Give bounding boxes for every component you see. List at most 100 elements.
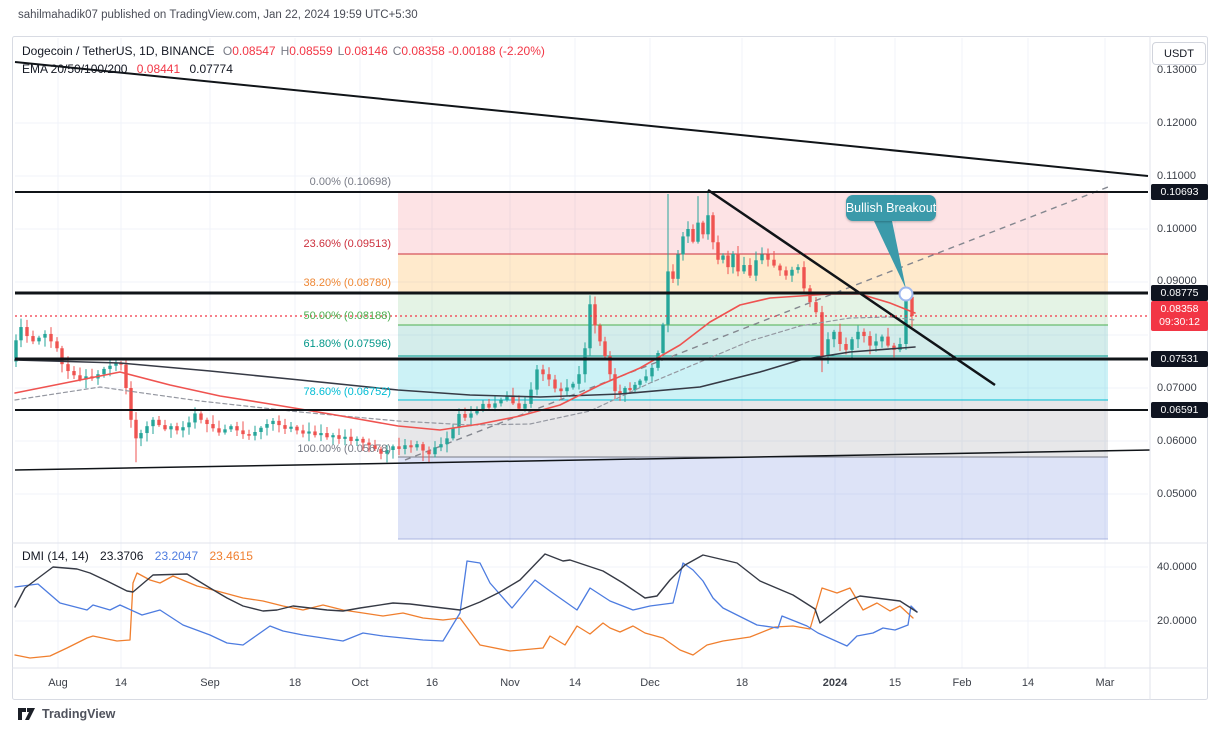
candle-body — [457, 413, 461, 428]
ema-100-line — [14, 316, 916, 426]
bullish-breakout-callout[interactable]: Bullish Breakout — [846, 195, 936, 221]
candle-body — [691, 229, 695, 242]
candle-body — [559, 388, 563, 392]
candle-body — [613, 374, 617, 392]
candle-body — [151, 419, 155, 427]
candlestick-series — [14, 192, 914, 464]
candle-body — [129, 388, 133, 420]
candle-body — [253, 431, 257, 436]
candle-body — [493, 403, 497, 408]
trendline — [14, 449, 1151, 471]
candle-body — [205, 419, 209, 425]
candle-body — [802, 267, 806, 289]
candle-body — [475, 409, 479, 414]
candle-body — [25, 327, 29, 337]
candle-body — [726, 255, 730, 268]
candle-body — [644, 376, 648, 381]
candle-body — [541, 369, 545, 375]
candle-body — [163, 425, 167, 430]
candle-body — [217, 428, 221, 433]
candle-body — [43, 333, 47, 338]
candle-body — [78, 375, 82, 380]
dmi-plus-di-line — [14, 560, 918, 647]
candle-body — [499, 399, 503, 404]
candle-body — [577, 374, 581, 384]
candle-body — [628, 388, 632, 391]
candle-body — [283, 425, 287, 429]
candle-body — [241, 430, 245, 435]
candle-body — [681, 236, 685, 255]
candle-body — [19, 327, 23, 341]
candle-body — [433, 447, 437, 455]
candle-body — [355, 438, 359, 441]
candle-body — [633, 384, 637, 391]
candle-body — [84, 376, 88, 380]
fib-zone — [398, 400, 1108, 457]
candle-body — [361, 438, 365, 443]
candle-body — [66, 364, 70, 372]
candle-body — [391, 446, 395, 451]
candle-body — [588, 304, 592, 349]
candle-body — [139, 433, 143, 439]
candle-body — [676, 254, 680, 279]
candle-body — [666, 271, 670, 325]
candle-body — [844, 344, 848, 350]
candle-body — [487, 403, 491, 408]
candle-body — [277, 420, 281, 426]
candle-body — [796, 267, 800, 270]
candle-body — [319, 433, 323, 436]
candle-body — [505, 395, 509, 400]
candle-body — [481, 403, 485, 410]
candle-body — [313, 431, 317, 436]
drawing-anchor-point — [898, 286, 914, 302]
candle-body — [892, 345, 896, 350]
candle-body — [904, 296, 908, 345]
candle-body — [367, 442, 371, 446]
candle-body — [145, 426, 149, 434]
candle-body — [711, 215, 715, 243]
candle-body — [826, 339, 830, 357]
candle-body — [517, 403, 521, 409]
candle-body — [790, 269, 794, 276]
candle-body — [608, 356, 612, 375]
candle-body — [31, 336, 35, 342]
candle-body — [598, 325, 602, 342]
candle-body — [193, 413, 197, 423]
fib-zone — [398, 254, 1108, 293]
candle-body — [289, 426, 293, 429]
candle-body — [721, 255, 725, 260]
candle-body — [716, 242, 720, 260]
candle-body — [766, 254, 770, 260]
fib-zone — [398, 457, 1108, 539]
candle-body — [868, 336, 872, 346]
candle-body — [409, 445, 413, 448]
candle-body — [850, 339, 854, 350]
candle-body — [235, 426, 239, 431]
candle-body — [523, 403, 527, 409]
candle-body — [463, 413, 467, 418]
candle-body — [199, 413, 203, 420]
candle-body — [638, 380, 642, 385]
currency-unit-button[interactable]: USDT — [1152, 42, 1206, 65]
candle-body — [880, 336, 884, 342]
candle-body — [349, 436, 353, 441]
candle-body — [706, 215, 710, 235]
candle-body — [229, 426, 233, 430]
fib-zone — [398, 293, 1108, 325]
candle-body — [271, 420, 275, 425]
candle-body — [547, 374, 551, 380]
candle-body — [886, 336, 890, 346]
candle-body — [650, 367, 654, 377]
candle-body — [307, 431, 311, 434]
candle-body — [469, 413, 473, 418]
candle-body — [421, 444, 425, 451]
candle-body — [618, 391, 622, 395]
candle-body — [784, 270, 788, 276]
candle-body — [439, 444, 443, 448]
candle-body — [832, 331, 836, 340]
callout-tail — [874, 221, 906, 289]
candle-body — [874, 341, 878, 346]
candle-body — [187, 422, 191, 428]
